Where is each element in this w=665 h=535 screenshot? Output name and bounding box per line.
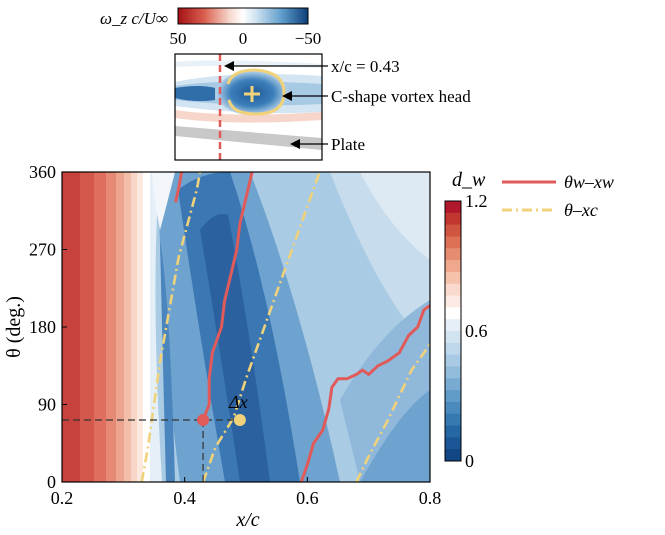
marker-layer [197,414,246,426]
inset-colorbar-tick-1: 0 [239,29,248,48]
x-axis-label: x/c [235,509,259,531]
colorbar-band [445,331,461,344]
x-tick-label-3: 0.8 [419,488,442,508]
x-tick-label-1: 0.4 [173,488,196,508]
c-shape-contour [226,68,286,116]
legend-label-1: θ–xc [564,200,598,220]
inset-colorbar-label: ω_z c/U∞ [100,9,168,28]
y-tick-label-1: 90 [38,395,56,415]
colorbar-band [445,260,461,273]
inset-panel: ω_z c/U∞ 50 0 −50 x/c = 0.43 C-shape vo [100,7,471,161]
inset-colorbar-tick-0: 50 [170,29,187,48]
series-line-1-segment-1 [201,172,321,482]
annotation-xc: x/c = 0.43 [331,57,400,76]
colorbar-band [445,366,461,379]
delta-x-annotation: Δx [228,392,248,412]
colorbar-tick-label-2: 1.2 [465,191,488,211]
arrow-head-icon [290,139,300,149]
annotation-plate: Plate [331,135,365,154]
inset-colorbar-tick-2: −50 [295,29,322,48]
series-line-0-segment-0 [174,172,184,203]
colorbar-band [445,354,461,367]
colorbar-band [445,271,461,285]
series-line-0-segment-1 [201,172,254,421]
tick-layer: 0.2 0.4 0.6 0.8 0 90 180 270 360 [29,162,441,508]
colorbar-band [445,201,461,214]
colorbar-band [445,401,461,415]
series-line-1-segment-0 [140,172,202,482]
colorbar-band [445,248,461,261]
main-panel: Δx 0.2 0.4 0.6 0.8 0 90 180 270 360 x/c θ (deg.)… [3,162,488,531]
marker-1 [233,414,246,426]
colorbar-band [445,295,461,308]
inset-colorbar [177,7,309,25]
colorbar-tick-label-1: 0.6 [465,321,488,341]
vortex-center-icon [244,86,260,102]
main-colorbar-label: d_w [452,169,486,191]
y-tick-label-4: 360 [29,162,56,182]
arrow-head-icon [282,91,292,101]
x-tick-label-2: 0.6 [296,488,319,508]
colorbar-band [445,224,461,237]
guide-layer [62,419,240,482]
series-layer [140,172,430,482]
colorbar-frame [444,200,462,462]
series-line-0-segment-2 [299,304,430,482]
colorbar-band [445,236,461,249]
main-colorbar: 0 0.6 1.2 [444,191,488,471]
series-line-1-segment-2 [355,343,430,482]
y-tick-label-3: 270 [29,240,56,260]
colorbar-band [445,212,461,226]
x-tick-label-0: 0.2 [51,488,74,508]
y-axis-label: θ (deg.) [3,296,25,358]
colorbar-band [445,413,461,427]
legend-label-0: θw–xw [564,172,614,192]
y-tick-label-2: 180 [29,317,56,337]
marker-0 [197,414,210,426]
colorbar-tick-label-0: 0 [465,451,474,471]
y-tick-label-0: 0 [47,472,56,492]
colorbar-band [445,437,461,450]
colorbar-band [445,390,461,403]
colorbar-band [445,319,461,332]
heatmap-field [62,172,430,482]
legend: θw–xw θ–xc [502,172,614,220]
colorbar-band [445,307,461,320]
colorbar-band [445,449,461,462]
annotation-vortex-head: C-shape vortex head [331,87,471,106]
colorbar-band [445,283,461,297]
colorbar-band [445,342,461,356]
arrow-head-icon [224,61,234,71]
inset-frame [174,53,323,161]
colorbar-band [445,425,461,438]
colorbar-band [445,378,461,391]
